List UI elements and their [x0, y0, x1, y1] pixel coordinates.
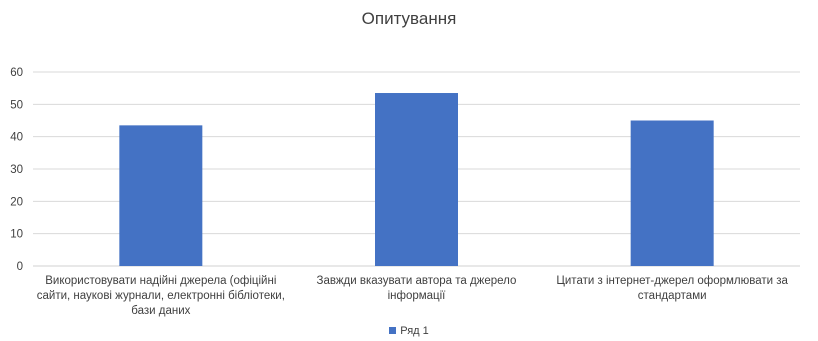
- bar: [119, 125, 203, 266]
- y-tick-label: 20: [10, 196, 23, 208]
- legend-label: Ряд 1: [400, 325, 429, 337]
- y-tick-label: 60: [10, 67, 23, 79]
- chart-title: Опитування: [361, 9, 457, 28]
- y-tick-label: 50: [10, 99, 23, 111]
- x-tick-label: Використовувати надійні джерела (офіційн…: [36, 275, 285, 317]
- x-tick-label: Цитати з інтернет-джерел оформлювати за …: [556, 275, 788, 302]
- bars: [119, 93, 714, 267]
- legend-swatch: [389, 327, 397, 334]
- y-tick-label: 30: [10, 164, 23, 176]
- bar: [375, 93, 458, 267]
- bar: [630, 120, 714, 266]
- y-axis-ticks: 0 10 20 30 40 50 60: [10, 67, 23, 273]
- y-tick-label: 40: [10, 132, 23, 144]
- y-tick-label: 0: [17, 261, 23, 273]
- legend: Ряд 1: [0, 325, 818, 337]
- y-tick-label: 10: [10, 229, 23, 241]
- x-tick-label: Завжди вказувати автора та джерело інфор…: [316, 275, 517, 302]
